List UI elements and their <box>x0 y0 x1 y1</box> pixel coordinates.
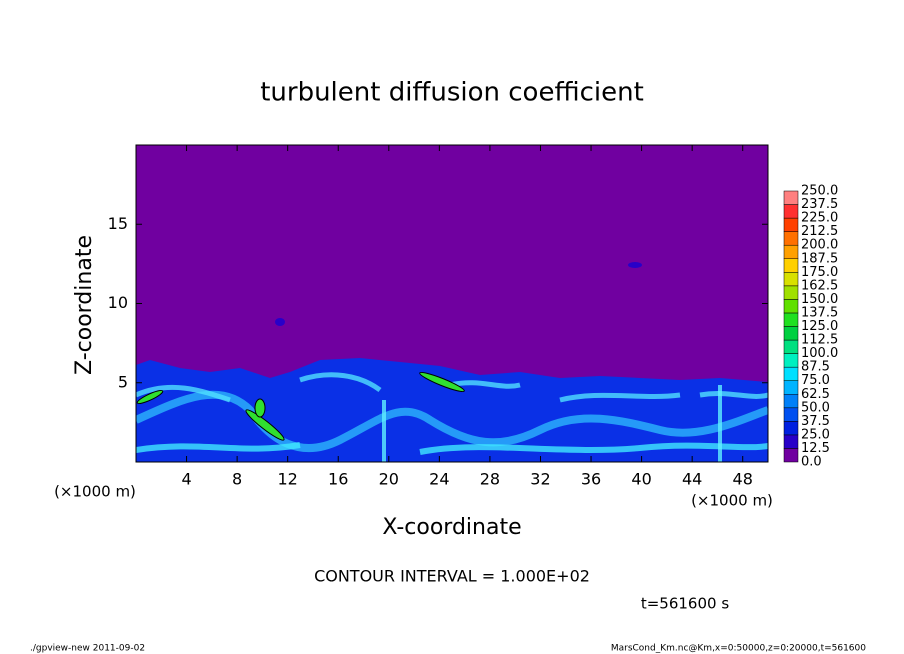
x-tick-label: 24 <box>429 470 449 489</box>
colorbar-label: 87.5 <box>801 360 830 375</box>
colorbar-label: 37.5 <box>801 414 830 429</box>
x-tick-label: 32 <box>530 470 550 489</box>
colorbar-label: 25.0 <box>801 427 830 442</box>
colorbar-box <box>783 272 799 287</box>
x-tick-label: 44 <box>682 470 702 489</box>
colorbar-box <box>783 299 799 314</box>
y-axis-label: Z-coordinate <box>72 235 97 375</box>
streak <box>382 385 722 462</box>
x-tick-label: 40 <box>631 470 651 489</box>
colorbar-label: 200.0 <box>801 238 838 253</box>
turbulent-layer <box>136 358 768 462</box>
field-shading <box>136 145 768 462</box>
y-tick-label: 5 <box>118 372 128 391</box>
x-tick-label: 48 <box>733 470 753 489</box>
footer-left: ./gpview-new 2011-09-02 <box>30 644 145 654</box>
x-tick-label: 4 <box>181 470 191 489</box>
colorbar-box <box>783 244 799 259</box>
y-tick-label: 10 <box>108 293 128 312</box>
x-unit: (×1000 m) <box>691 492 773 510</box>
blob <box>245 409 285 441</box>
colorbar-box <box>783 421 799 436</box>
colorbar-box <box>783 190 799 205</box>
colorbar-box <box>783 204 799 219</box>
colorbar-box <box>783 366 799 381</box>
streak <box>136 372 768 403</box>
colorbar-box <box>783 434 799 449</box>
colorbar-label: 150.0 <box>801 292 838 307</box>
y-unit: (×1000 m) <box>54 483 136 501</box>
colorbar-label: 75.0 <box>801 373 830 388</box>
colorbar-label: 62.5 <box>801 387 830 402</box>
colorbar-box <box>783 217 799 232</box>
colorbar-label: 225.0 <box>801 211 838 226</box>
blob <box>254 398 266 418</box>
x-tick-label: 28 <box>480 470 500 489</box>
colorbar-box <box>783 285 799 300</box>
colorbar-label: 175.0 <box>801 265 838 280</box>
colorbar-box <box>783 326 799 341</box>
y-tick-label: 15 <box>108 214 128 233</box>
colorbar-box <box>783 394 799 409</box>
colorbar-label: 162.5 <box>801 278 838 293</box>
colorbar-box <box>783 231 799 246</box>
colorbar-label: 125.0 <box>801 319 838 334</box>
x-axis-label: X-coordinate <box>382 515 521 540</box>
blob <box>419 371 465 393</box>
colorbar-box <box>783 258 799 273</box>
x-tick-label: 16 <box>328 470 348 489</box>
colorbar-label: 0.0 <box>801 455 822 470</box>
colorbar-label: 187.5 <box>801 251 838 266</box>
colorbar-box <box>783 407 799 422</box>
colorbar-label: 237.5 <box>801 197 838 212</box>
streak <box>136 442 768 455</box>
colorbar-label: 112.5 <box>801 333 838 348</box>
colorbar-box <box>783 312 799 327</box>
colorbar-label: 212.5 <box>801 224 838 239</box>
x-tick-label: 8 <box>232 470 242 489</box>
patch <box>275 318 285 326</box>
colorbar-label: 12.5 <box>801 441 830 456</box>
colorbar-box <box>783 380 799 395</box>
colorbar-box <box>783 339 799 354</box>
colorbar-box <box>783 353 799 368</box>
streak <box>136 390 768 453</box>
footer-right: MarsCond_Km.nc@Km,x=0:50000,z=0:20000,t=… <box>611 644 866 654</box>
annotation: CONTOUR INTERVAL = 1.000E+02 <box>314 567 590 586</box>
colorbar-label: 100.0 <box>801 346 838 361</box>
colorbar-label: 50.0 <box>801 400 830 415</box>
time-label: t=561600 s <box>641 595 729 613</box>
colorbar-box <box>783 448 799 463</box>
blob <box>136 389 164 405</box>
patch <box>628 262 642 268</box>
x-tick-label: 36 <box>581 470 601 489</box>
colorbar-label: 137.5 <box>801 305 838 320</box>
chart-title: turbulent diffusion coefficient <box>260 78 644 108</box>
x-tick-label: 20 <box>379 470 399 489</box>
colorbar-label: 250.0 <box>801 184 838 199</box>
x-tick-label: 12 <box>278 470 298 489</box>
